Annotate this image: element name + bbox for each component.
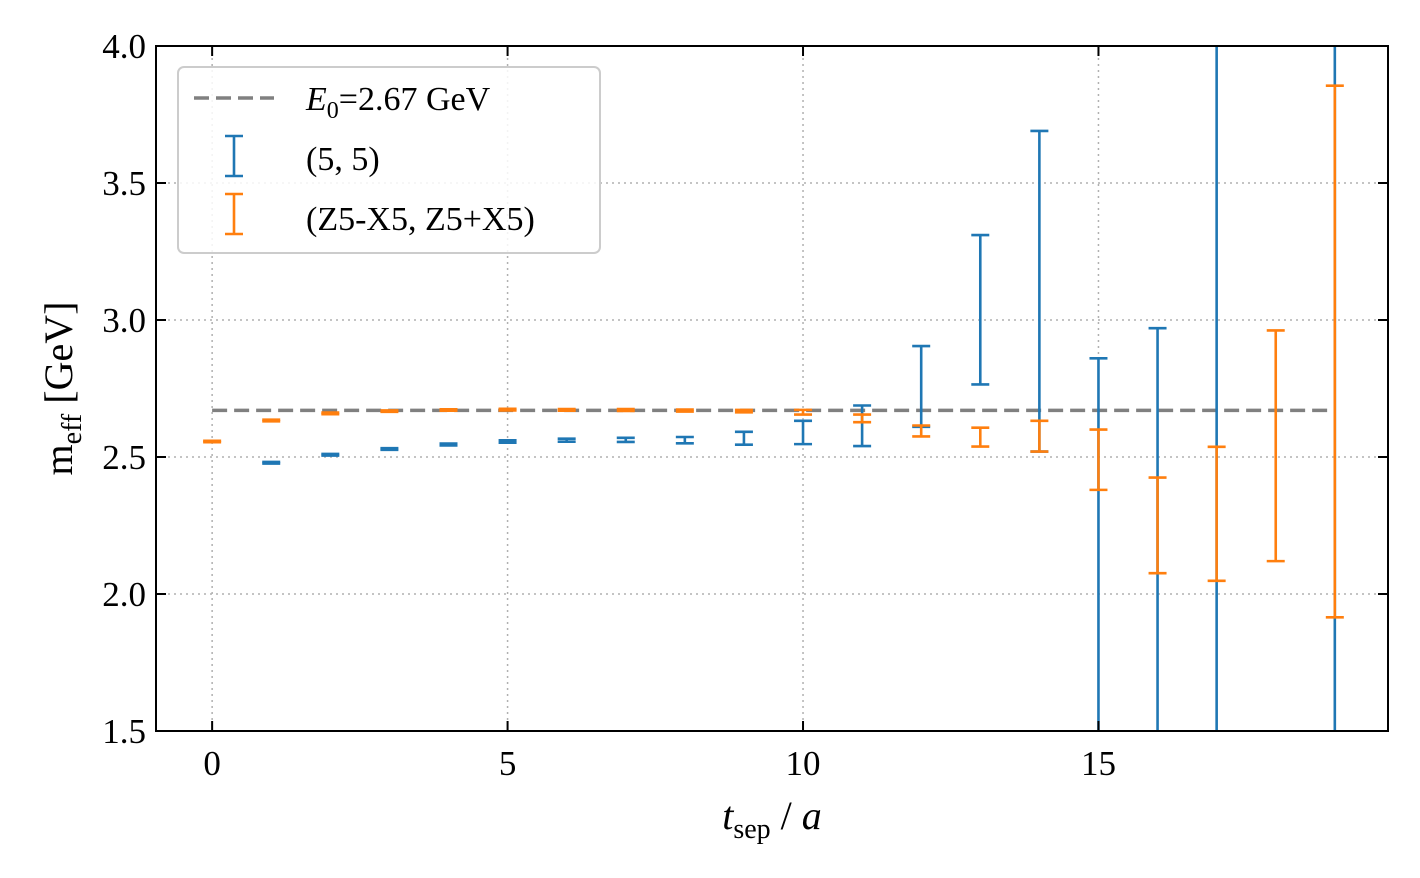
y-axis-label-sub: eff — [57, 413, 88, 444]
error-bar — [380, 446, 399, 452]
error-bar — [380, 409, 399, 414]
legend: E0=2.67 GeV (5, 5) (Z5-X5, Z5+X5) — [177, 66, 601, 254]
error-bar — [675, 408, 694, 413]
error-bar — [1089, 428, 1108, 492]
y-tick-label: 1.5 — [102, 712, 146, 751]
error-bar — [321, 452, 340, 457]
legend-label-series-1: (5, 5) — [306, 141, 380, 178]
x-axis-label-var: a — [802, 793, 822, 838]
legend-label-reference-rest: =2.67 GeV — [339, 81, 491, 118]
legend-label-reference-var: E — [305, 81, 327, 118]
x-tick-label: 0 — [203, 744, 221, 783]
legend-errorbar-icon — [225, 134, 243, 178]
legend-errorbar-icon — [225, 192, 243, 236]
plot-frame — [155, 45, 1389, 732]
error-bar — [853, 404, 872, 448]
error-bar — [1030, 419, 1049, 453]
error-bar — [794, 408, 813, 416]
y-axis-label-rest: [GeV] — [36, 302, 81, 414]
error-bar — [262, 418, 281, 423]
y-tick-label: 2.0 — [102, 575, 146, 614]
error-bar — [853, 413, 872, 424]
legend-box — [177, 66, 601, 254]
error-bar — [675, 435, 694, 445]
error-bar — [557, 437, 576, 443]
legend-label-reference-sub: 0 — [327, 98, 339, 124]
y-tick-label: 4.0 — [102, 27, 146, 66]
error-bar — [734, 408, 753, 414]
y-tick-label: 2.5 — [102, 438, 146, 477]
error-bar — [498, 407, 517, 412]
error-bar — [262, 460, 281, 465]
x-tick-label: 15 — [1081, 744, 1116, 783]
error-bar — [557, 407, 576, 412]
x-axis-label-main: t — [722, 793, 734, 838]
error-bar — [616, 407, 635, 413]
x-axis-label-sub: sep — [733, 814, 770, 845]
x-tick-label: 5 — [499, 744, 517, 783]
error-bar — [1266, 329, 1285, 563]
ticks: 0 5 10 15 1.5 2.0 2.5 3.0 3.5 4.0 — [102, 27, 1388, 783]
y-axis-label: meff [GeV] — [36, 302, 88, 476]
error-bar — [1207, 445, 1226, 583]
legend-swatch-series-2 — [225, 192, 243, 236]
legend-label-series-2: (Z5-X5, Z5+X5) — [306, 201, 535, 238]
error-bar — [794, 419, 813, 446]
error-bar — [971, 233, 990, 386]
series-2 — [203, 84, 1344, 619]
y-tick-label: 3.5 — [102, 164, 146, 203]
x-axis-label: tsep / a — [722, 793, 822, 845]
y-tick-label: 3.0 — [102, 301, 146, 340]
error-bar — [616, 436, 635, 444]
error-bar — [498, 438, 517, 445]
error-bar — [1148, 476, 1167, 575]
error-bar — [734, 430, 753, 446]
x-tick-label: 10 — [786, 744, 821, 783]
y-axis-label-main: m — [36, 444, 81, 475]
error-bar — [321, 411, 340, 416]
error-bar — [439, 442, 458, 447]
error-bar — [203, 439, 222, 444]
error-bar — [1325, 84, 1344, 619]
error-bar — [912, 424, 931, 438]
legend-swatch-series-1 — [225, 134, 243, 178]
x-axis-label-rest: / — [771, 793, 802, 838]
series-layer — [203, 46, 1344, 731]
error-bar — [1089, 357, 1108, 731]
legend-label-reference: E0=2.67 GeV — [305, 81, 491, 124]
error-bar — [971, 426, 990, 448]
error-bar — [439, 408, 458, 412]
